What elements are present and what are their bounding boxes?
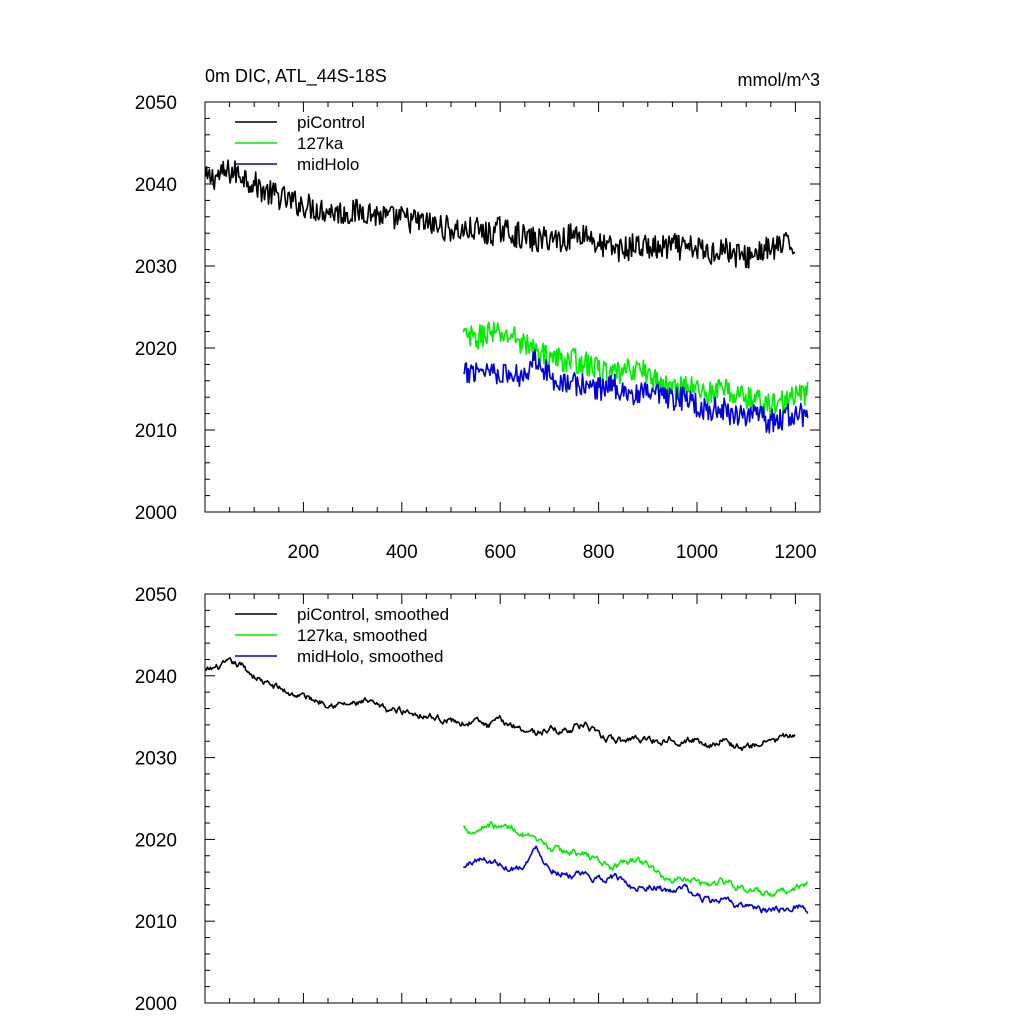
bottom-ytick-label: 2010	[135, 912, 177, 933]
top-ytick-label: 2020	[135, 339, 177, 360]
top-legend: piControl 127ka midHolo	[235, 113, 365, 174]
bottom-ytick-label: 2050	[135, 585, 177, 606]
bottom-series-line-2	[463, 845, 809, 914]
bottom-ytick-label: 2000	[135, 994, 177, 1015]
top-legend-label-0: piControl	[297, 113, 365, 132]
bottom-axes: 2000 2010 2020 2030 2040 2050	[135, 585, 821, 1015]
top-series-group	[204, 159, 809, 434]
top-ytick-label: 2050	[135, 93, 177, 114]
bottom-series-line-1	[463, 820, 808, 898]
bottom-ytick-label: 2020	[135, 830, 177, 851]
bottom-legend-label-0: piControl, smoothed	[297, 605, 449, 624]
top-axes: 200 400 600 800 1000 1200 2000 2010 2020 2030 2040…	[135, 93, 821, 563]
top-chart-title: 0m DIC, ATL_44S-18S	[205, 66, 387, 87]
top-series-line-1	[462, 321, 809, 417]
top-panel: 0m DIC, ATL_44S-18S mmol/m^3 200 400 600 80…	[135, 66, 821, 563]
top-series-line-0	[204, 159, 796, 269]
top-xtick-label: 1200	[774, 542, 816, 563]
top-series-line-2	[463, 348, 809, 434]
top-ytick-label: 2040	[135, 175, 177, 196]
bottom-ytick-label: 2040	[135, 667, 177, 688]
top-ytick-label: 2010	[135, 421, 177, 442]
top-xtick-label: 1000	[676, 542, 718, 563]
bottom-ytick-label: 2030	[135, 749, 177, 770]
top-chart-units: mmol/m^3	[738, 70, 820, 90]
top-ytick-label: 2000	[135, 503, 177, 524]
bottom-legend-label-2: midHolo, smoothed	[297, 647, 443, 666]
top-xtick-label: 400	[386, 542, 418, 563]
bottom-plot-frame	[204, 593, 821, 1004]
top-xtick-label: 200	[288, 542, 320, 563]
bottom-legend-label-1: 127ka, smoothed	[297, 626, 427, 645]
top-legend-label-2: midHolo	[297, 155, 359, 174]
top-xtick-label: 600	[484, 542, 516, 563]
bottom-series-line-0	[204, 656, 796, 752]
top-ytick-label: 2030	[135, 257, 177, 278]
top-legend-label-1: 127ka	[297, 134, 344, 153]
bottom-series-group	[204, 656, 809, 914]
top-xtick-label: 800	[583, 542, 615, 563]
bottom-legend: piControl, smoothed 127ka, smoothed midHol…	[235, 605, 449, 666]
top-plot-frame	[204, 101, 821, 513]
bottom-panel: 2000 2010 2020 2030 2040 2050 piControl, smoo…	[135, 585, 821, 1015]
